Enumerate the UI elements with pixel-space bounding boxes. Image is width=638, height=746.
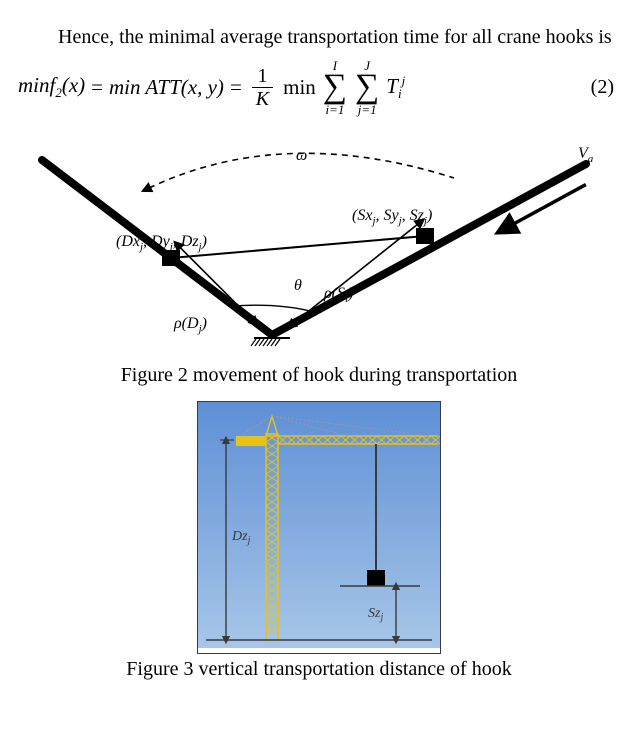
eq-sum2-sigma: ∑ [355,72,379,103]
figure-3: DzjSzj Figure 3 vertical transportation … [18,401,620,681]
eq-sum1-sigma: ∑ [323,72,347,103]
eq-att: ATT [145,75,180,99]
figure-2-svg: ωVa(Sxj, Syj, Szj)(Dxj, Dyj, Dzj)θρ(Si)ρ… [24,130,614,355]
figure-3-box: DzjSzj [197,401,441,654]
eq-frac: 1 K [252,65,273,110]
figure-2: ωVa(Sxj, Syj, Szj)(Dxj, Dyj, Dzj)θρ(Si)ρ… [18,130,620,387]
eq-min3: min [283,75,316,100]
equation-2: minf2(x) = min ATT(x, y) = 1 K min I ∑ i… [18,59,405,116]
eq-equals1: = [91,75,103,100]
eq-frac-num: 1 [253,65,271,87]
eq-min2: min [109,75,145,99]
eq-sum2-bot: j=1 [358,103,377,116]
eq-sum1-bot: i=1 [325,103,344,116]
figure-3-caption: Figure 3 vertical transportation distanc… [18,658,620,681]
eq-T-sup: j [402,73,406,88]
eq-frac-den: K [252,88,273,110]
equation-number: (2) [591,76,620,99]
figure-2-caption: Figure 2 movement of hook during transpo… [18,364,620,387]
svg-text:θ: θ [294,277,302,294]
eq-arg2: (x, y) [181,75,224,99]
svg-text:(Sxj, Syj, Szj): (Sxj, Syj, Szj) [352,207,432,227]
eq-equals2: = [230,75,242,100]
intro-paragraph: Hence, the minimal average transportatio… [18,24,620,51]
eq-arg1: (x) [62,73,85,97]
figure-3-svg: DzjSzj [198,402,440,648]
eq-min1: min [18,73,50,97]
eq-sum1: I ∑ i=1 [323,59,347,116]
equation-row: minf2(x) = min ATT(x, y) = 1 K min I ∑ i… [18,59,620,116]
svg-text:ω: ω [296,147,307,164]
svg-text:ρ(Dj): ρ(Dj) [173,315,207,335]
eq-T-sub: i [398,86,402,101]
eq-sum2: J ∑ j=1 [355,59,379,116]
eq-T: T [386,74,398,98]
